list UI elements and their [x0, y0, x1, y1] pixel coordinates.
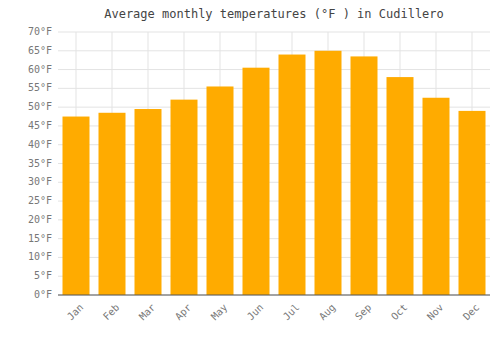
bar — [171, 100, 198, 295]
y-tick-label: 45°F — [28, 120, 52, 131]
x-tick-label: Jan — [65, 302, 86, 323]
y-grid-line — [58, 295, 490, 296]
bar — [351, 56, 378, 295]
x-tick-label: Jun — [245, 302, 266, 323]
bars — [63, 51, 486, 295]
x-tick-label: Aug — [317, 302, 338, 323]
y-tick-label: 50°F — [28, 101, 52, 112]
bar — [135, 109, 162, 295]
y-tick-label: 20°F — [28, 214, 52, 225]
x-axis-line — [58, 295, 490, 296]
bar — [459, 111, 486, 295]
bar — [279, 55, 306, 295]
grid — [58, 32, 490, 295]
x-tick-label: Dec — [461, 302, 482, 323]
y-tick-label: 5°F — [34, 270, 52, 281]
y-grid-line — [58, 88, 490, 89]
bar — [315, 51, 342, 295]
x-tick-label: Mar — [137, 302, 158, 323]
y-tick-label: 25°F — [28, 195, 52, 206]
chart-title: Average monthly temperatures (°F ) in Cu… — [104, 7, 444, 21]
y-grid-line — [58, 69, 490, 70]
x-tick-label: May — [209, 302, 230, 323]
bar — [63, 117, 90, 295]
chart-svg: 0°F 5°F 10°F 15°F 20°F 25°F 30°F 35°F 40°F 45°F 50… — [0, 0, 500, 350]
x-tick-label: Sep — [353, 302, 374, 323]
y-tick-label: 30°F — [28, 176, 52, 187]
x-tick-label: Oct — [389, 302, 410, 323]
x-tick-labels: Jan Feb Mar Apr May Jun Jul Aug Sep Oct Nov Dec — [65, 302, 482, 323]
y-tick-label: 10°F — [28, 251, 52, 262]
chart-container: 0°F 5°F 10°F 15°F 20°F 25°F 30°F 35°F 40°F 45°F 50… — [0, 0, 500, 350]
bar — [243, 68, 270, 295]
bar — [387, 77, 414, 295]
y-tick-label: 55°F — [28, 82, 52, 93]
y-tick-label: 40°F — [28, 139, 52, 150]
x-tick-label: Nov — [425, 302, 446, 323]
y-tick-label: 15°F — [28, 233, 52, 244]
y-grid-line — [58, 32, 490, 33]
y-tick-label: 35°F — [28, 158, 52, 169]
y-tick-label: 65°F — [28, 45, 52, 56]
y-tick-label: 0°F — [34, 289, 52, 300]
y-tick-label: 60°F — [28, 64, 52, 75]
bar — [99, 113, 126, 295]
y-tick-label: 70°F — [28, 26, 52, 37]
y-tick-labels: 0°F 5°F 10°F 15°F 20°F 25°F 30°F 35°F 40°F 45°F 50… — [28, 26, 52, 300]
x-tick-label: Apr — [173, 302, 194, 323]
bar — [207, 86, 234, 295]
x-tick-label: Feb — [101, 302, 122, 323]
y-grid-line — [58, 50, 490, 51]
x-tick-label: Jul — [281, 302, 302, 323]
bar — [423, 98, 450, 295]
